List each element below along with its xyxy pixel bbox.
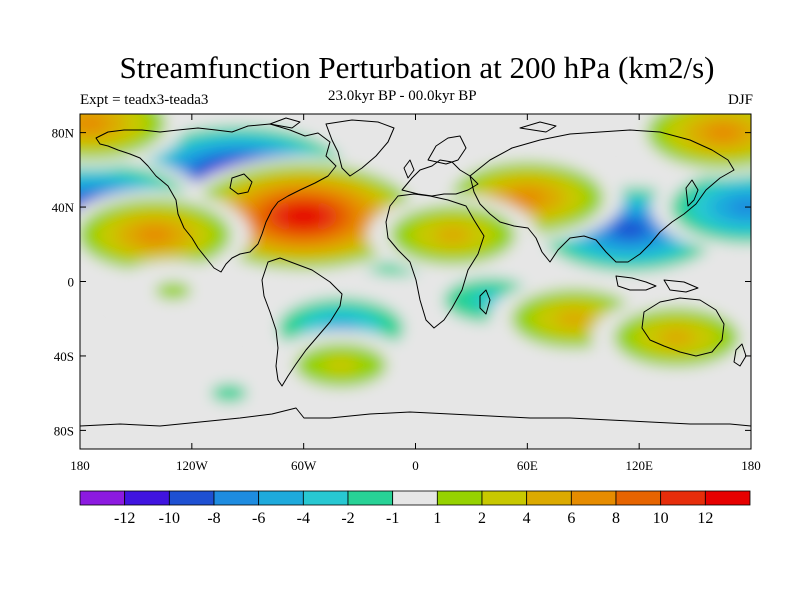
lon-tick-label: 180 — [741, 458, 761, 473]
experiment-label: Expt = teadx3-teada3 — [80, 92, 209, 108]
field-layer — [80, 114, 751, 424]
lon-tick-label: 60E — [517, 458, 538, 473]
colorbar-box — [168, 490, 215, 506]
colorbar-box — [436, 490, 483, 506]
colorbar-box — [615, 490, 662, 506]
colorbar-box — [526, 490, 572, 506]
colorbar-box — [481, 490, 528, 506]
colorbar-label: -4 — [297, 510, 310, 527]
colorbar-label: -6 — [252, 510, 265, 527]
colorbar-box — [392, 490, 438, 506]
anomaly-low-west-pacific-edge — [651, 162, 751, 253]
anomaly-high-australia — [591, 297, 751, 378]
lat-tick-label: 40N — [52, 200, 75, 215]
colorbar-box — [570, 490, 617, 506]
colorbar-label: 2 — [478, 510, 486, 527]
lat-tick-label: 40S — [54, 349, 74, 364]
anomaly-contour — [729, 198, 751, 217]
anomaly-contour — [211, 384, 248, 403]
anomaly-contour — [555, 309, 592, 328]
page-title: Streamfunction Perturbation at 200 hPa (… — [119, 50, 715, 85]
time-range-label: 23.0kyr BP - 00.0kyr BP — [328, 88, 477, 104]
lon-tick-label: 60W — [291, 458, 317, 473]
colorbar-label: -1 — [386, 510, 399, 527]
anomaly-high-tropical-pacific — [110, 260, 237, 321]
season-label: DJF — [727, 92, 753, 108]
colorbar-label: -12 — [114, 510, 135, 527]
anomaly-low-southern-pacific — [166, 363, 293, 424]
lon-tick-label: 0 — [412, 458, 419, 473]
anomaly-contour — [611, 220, 648, 239]
anomaly-high-arctic-left — [80, 114, 186, 169]
longitude-ticks: 180 120W 60W 0 60E 120E 180 — [70, 114, 761, 473]
lat-tick-label: 80S — [54, 423, 74, 438]
colorbar-label: -10 — [159, 510, 180, 527]
colorbar-box — [704, 490, 751, 506]
colorbar-label: -8 — [207, 510, 220, 527]
colorbar-box — [124, 490, 170, 506]
colorbar-box — [660, 490, 706, 506]
anomaly-contour — [705, 123, 742, 142]
anomaly-contour — [434, 225, 471, 244]
colorbar-box — [302, 490, 349, 506]
anomaly-contour — [155, 281, 192, 300]
lon-tick-label: 180 — [70, 458, 90, 473]
colorbar-label: 12 — [697, 510, 713, 527]
latitude-ticks: 80N 40N 0 40S 80S — [52, 126, 751, 438]
lon-tick-label: 120W — [176, 458, 209, 473]
lon-tick-label: 120E — [625, 458, 653, 473]
anomaly-contour — [80, 114, 108, 133]
lat-tick-label: 0 — [68, 275, 75, 290]
colorbar-label: 1 — [433, 510, 441, 527]
colorbar-box — [213, 490, 260, 506]
colorbar-label: 6 — [567, 510, 575, 527]
colorbar-box — [347, 490, 394, 506]
lat-tick-label: 80N — [52, 126, 75, 141]
anomaly-contour — [136, 225, 173, 244]
anomaly-contour — [658, 328, 695, 347]
colorbar-label: 10 — [653, 510, 669, 527]
anomaly-high-arctic-right — [627, 114, 751, 178]
anomaly-contour — [322, 356, 359, 375]
colorbar-box — [79, 490, 126, 506]
colorbar-label: -2 — [341, 510, 354, 527]
anomaly-contour — [285, 207, 322, 226]
anomaly-high-east-pacific — [80, 189, 251, 280]
anomaly-high-south-atlantic — [266, 330, 415, 401]
colorbar-label: 8 — [612, 510, 620, 527]
anomaly-contour — [509, 188, 546, 207]
colorbar-box — [258, 490, 304, 506]
coastlines — [80, 117, 751, 427]
anomaly-high-north-africa — [367, 194, 538, 275]
colorbar: -12 -10 -8 -6 -4 -2 -1 1 2 4 6 8 10 12 — [79, 490, 751, 527]
colorbar-label: 4 — [523, 510, 531, 527]
